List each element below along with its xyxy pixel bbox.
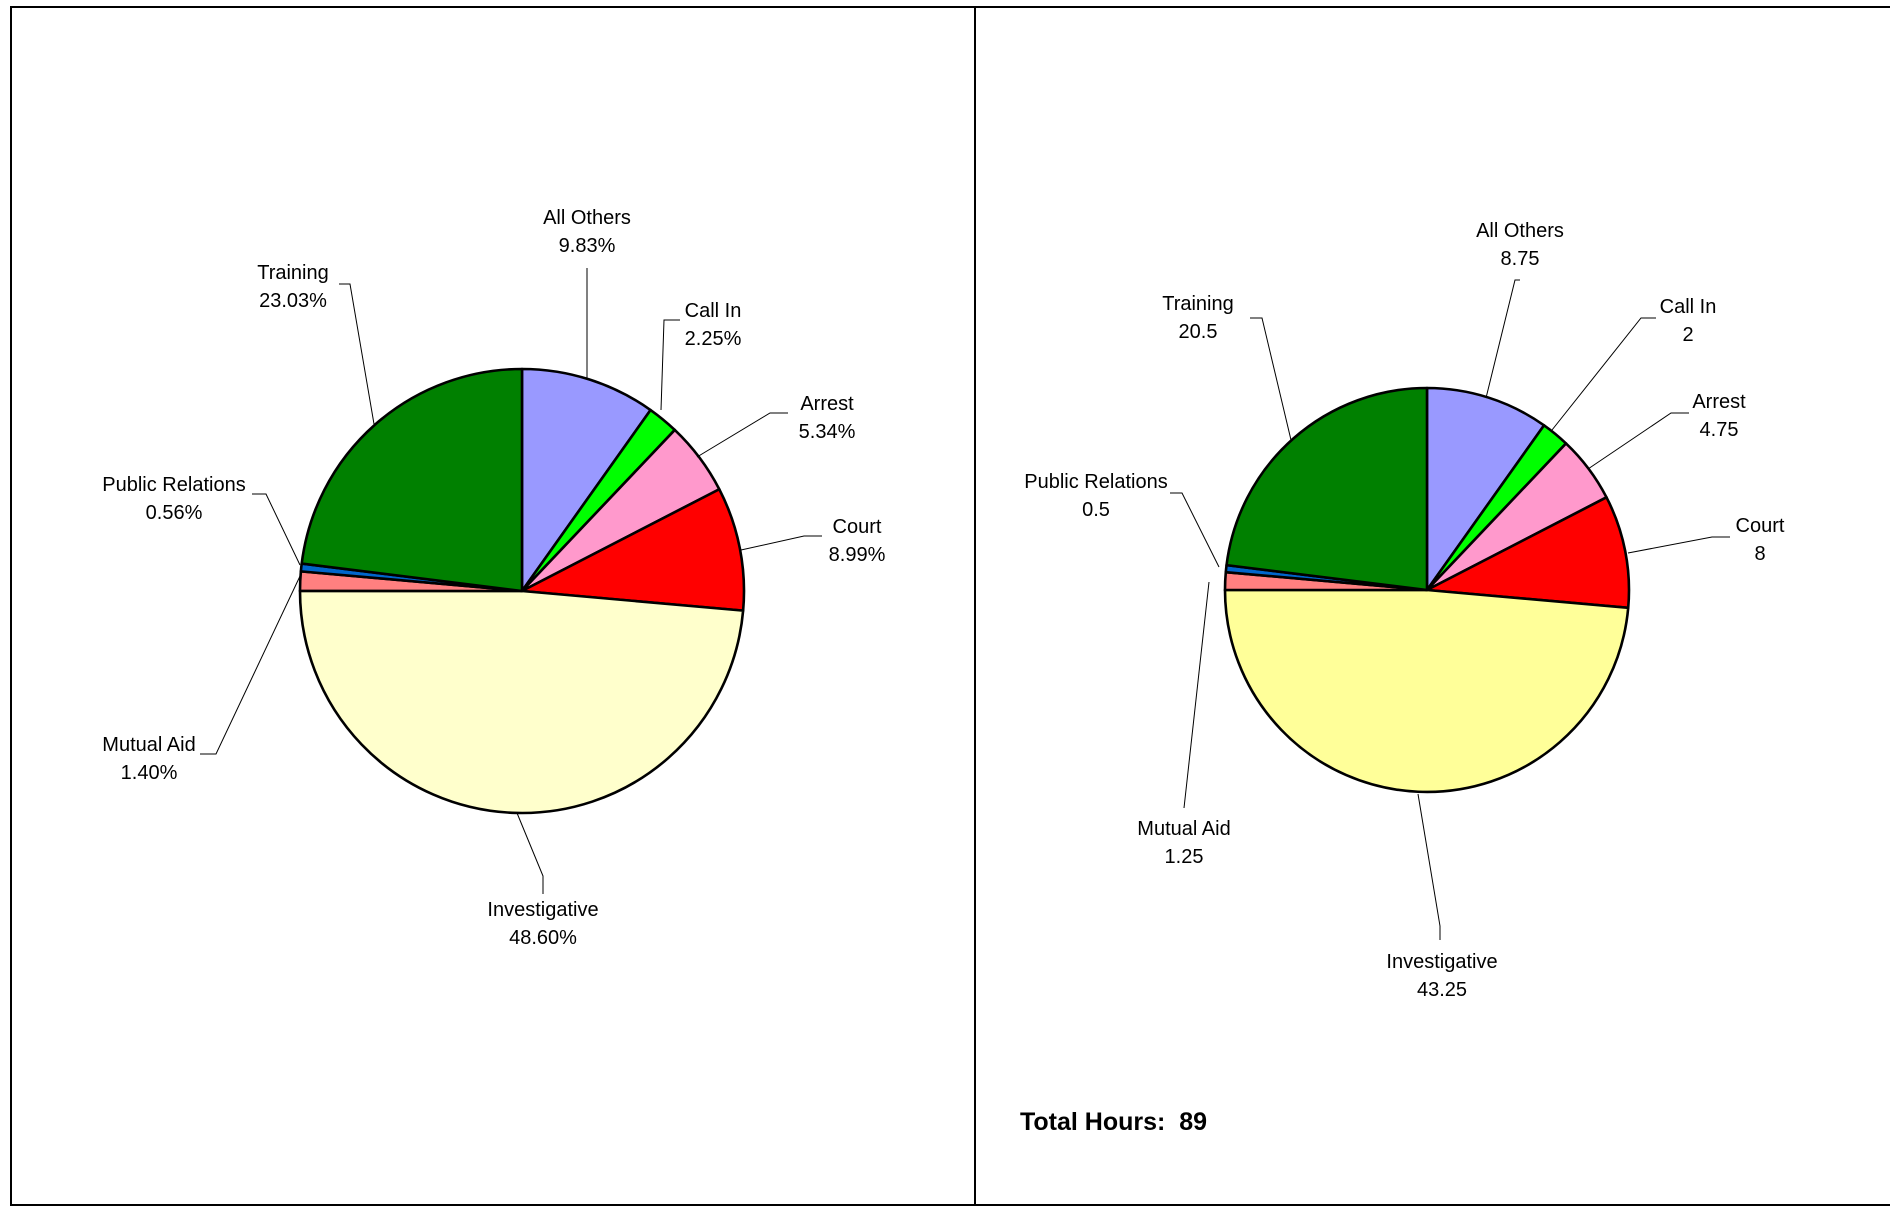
leader-line-court <box>740 535 822 551</box>
total-hours: Total Hours: 89 <box>1020 1108 1207 1137</box>
pie-slice-court <box>1425 496 1631 610</box>
total-hours-label: Total Hours: <box>1020 1108 1166 1136</box>
slice-label-arrest: Arrest <box>800 393 854 415</box>
slice-value-public-relations: 0.5 <box>1082 499 1110 521</box>
leader-line-court <box>1627 536 1730 554</box>
slice-value-investigative: 48.60% <box>509 927 577 949</box>
slice-value-court: 8 <box>1754 543 1765 565</box>
pie-slice-investigative <box>1223 588 1630 794</box>
pie-slice-all-others <box>1425 386 1546 592</box>
slice-value-arrest: 5.34% <box>799 421 856 443</box>
slice-label-court: Court <box>1736 515 1785 537</box>
slice-value-court: 8.99% <box>829 544 886 566</box>
leader-line-all-others <box>1485 279 1520 399</box>
slice-label-mutual-aid: Mutual Aid <box>102 734 195 756</box>
pie-slice-training <box>1225 386 1429 592</box>
slice-value-all-others: 9.83% <box>559 235 616 257</box>
slice-label-public-relations: Public Relations <box>102 474 245 496</box>
hours-pie-chart: All Others 8.75 Call In 2 Arrest 4.75 Court 8 In… <box>1024 220 1785 1001</box>
slice-label-all-others: All Others <box>543 207 631 229</box>
slice-label-mutual-aid: Mutual Aid <box>1137 818 1230 840</box>
slice-label-all-others: All Others <box>1476 220 1564 242</box>
slice-label-call-in: Call In <box>685 300 742 322</box>
slice-value-mutual-aid: 1.25 <box>1165 846 1204 868</box>
slice-value-training: 20.5 <box>1179 321 1218 343</box>
leader-line-public-relations <box>1170 492 1220 568</box>
slice-value-call-in: 2 <box>1682 324 1693 346</box>
percent-pie-chart: All Others 9.83% Call In 2.25% Arrest 5.34% Co… <box>102 207 885 949</box>
slice-label-training: Training <box>257 262 329 284</box>
leader-line-mutual-aid <box>1183 581 1210 809</box>
slice-label-call-in: Call In <box>1660 296 1717 318</box>
leader-line-mutual-aid <box>200 573 302 755</box>
slice-value-investigative: 43.25 <box>1417 979 1467 1001</box>
slice-label-investigative: Investigative <box>1386 951 1497 973</box>
slice-label-public-relations: Public Relations <box>1024 471 1167 493</box>
slice-value-public-relations: 0.56% <box>146 502 203 524</box>
pie-slice-investigative <box>298 589 745 815</box>
slice-label-court: Court <box>833 516 882 538</box>
slice-value-mutual-aid: 1.40% <box>121 762 178 784</box>
leader-line-call-in <box>660 319 680 411</box>
leader-line-call-in <box>1551 317 1656 431</box>
slice-label-investigative: Investigative <box>487 899 598 921</box>
leader-line-arrest <box>696 412 788 458</box>
leader-line-training <box>1250 317 1292 441</box>
leader-line-public-relations <box>252 493 301 566</box>
slice-value-arrest: 4.75 <box>1700 419 1739 441</box>
slice-value-all-others: 8.75 <box>1501 248 1540 270</box>
leader-line-investigative <box>516 812 544 894</box>
slice-value-call-in: 2.25% <box>685 328 742 350</box>
total-hours-value: 89 <box>1179 1108 1208 1136</box>
pie-slice-all-others <box>520 367 652 593</box>
leader-line-arrest <box>1587 412 1689 470</box>
slice-label-arrest: Arrest <box>1692 391 1746 413</box>
slice-label-training: Training <box>1162 293 1234 315</box>
pie-slice-training <box>300 367 524 593</box>
slice-value-training: 23.03% <box>259 290 327 312</box>
leader-line-training <box>339 283 375 425</box>
leader-line-investigative <box>1417 793 1441 940</box>
pie-slice-court <box>520 487 746 612</box>
